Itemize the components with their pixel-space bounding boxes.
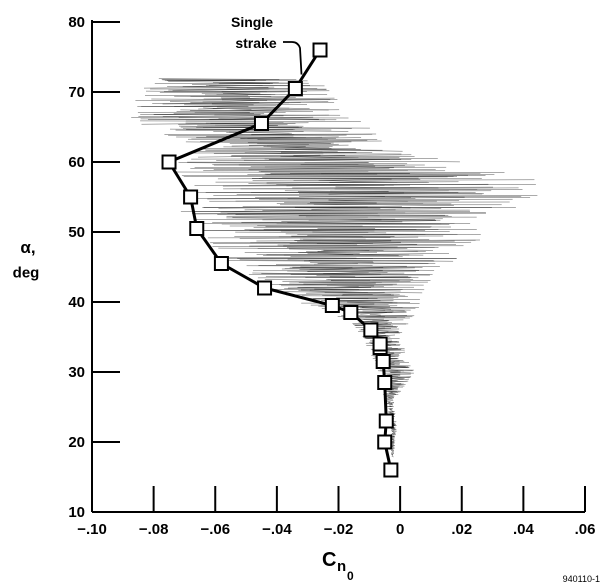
series-marker [372,336,388,352]
series-marker [383,462,399,478]
y-tick-label: 70 [68,84,85,101]
y-axis-title-symbol: α, [20,238,35,257]
y-tick-label: 20 [68,434,85,451]
series-annotation: Single strake [231,14,303,75]
series-marker [378,413,394,429]
series-marker [287,81,303,96]
series-marker [377,375,393,390]
series-marker [257,280,273,296]
x-axis-title: C n 0 [322,549,354,583]
y-tick-label: 80 [68,14,85,31]
series-marker [363,322,379,338]
y-tick-label: 40 [68,294,85,311]
y-ticks: 10 20 30 40 50 60 70 80 [68,14,120,521]
series-marker [213,256,229,271]
annotation-line-1: Single [231,14,273,30]
y-tick-label: 60 [68,154,85,171]
y-tick-label: 50 [68,224,85,241]
series-single-strake [161,42,399,478]
annotation-line-2: strake [235,35,276,51]
series-marker [312,42,328,58]
y-axis-title: α, deg [13,238,40,282]
x-axis-title-subscript: n [337,558,346,575]
x-tick-label: .06 [575,521,596,538]
series-marker [189,221,205,236]
series-marker [377,434,393,450]
series-marker [161,154,177,170]
series-marker [253,116,269,131]
x-tick-label: 0 [396,521,404,538]
x-axis-title-main: C [322,549,336,571]
x-tick-label: −.10 [77,521,107,538]
series-marker [343,305,359,320]
x-tick-label: −.06 [200,521,230,538]
y-axis-title-unit: deg [13,265,40,282]
x-ticks: −.10 −.08 −.06 −.04 −.02 0 .02 .04 .06 [77,486,595,538]
y-tick-label: 10 [68,504,85,521]
figure-id: 940110-1 [563,574,600,584]
x-tick-label: −.02 [324,521,354,538]
x-tick-label: .04 [513,521,535,538]
series-marker [324,298,340,313]
x-tick-label: .02 [451,521,472,538]
oscillation-trace [131,78,538,458]
series-marker [375,354,391,369]
y-tick-label: 30 [68,364,85,381]
series-marker [183,189,199,205]
x-tick-label: −.04 [262,521,292,538]
x-axis-title-sub-subscript: 0 [347,569,354,583]
x-tick-label: −.08 [139,521,169,538]
oscillation-trace-path [131,78,538,458]
annotation-leader-line [283,41,303,75]
